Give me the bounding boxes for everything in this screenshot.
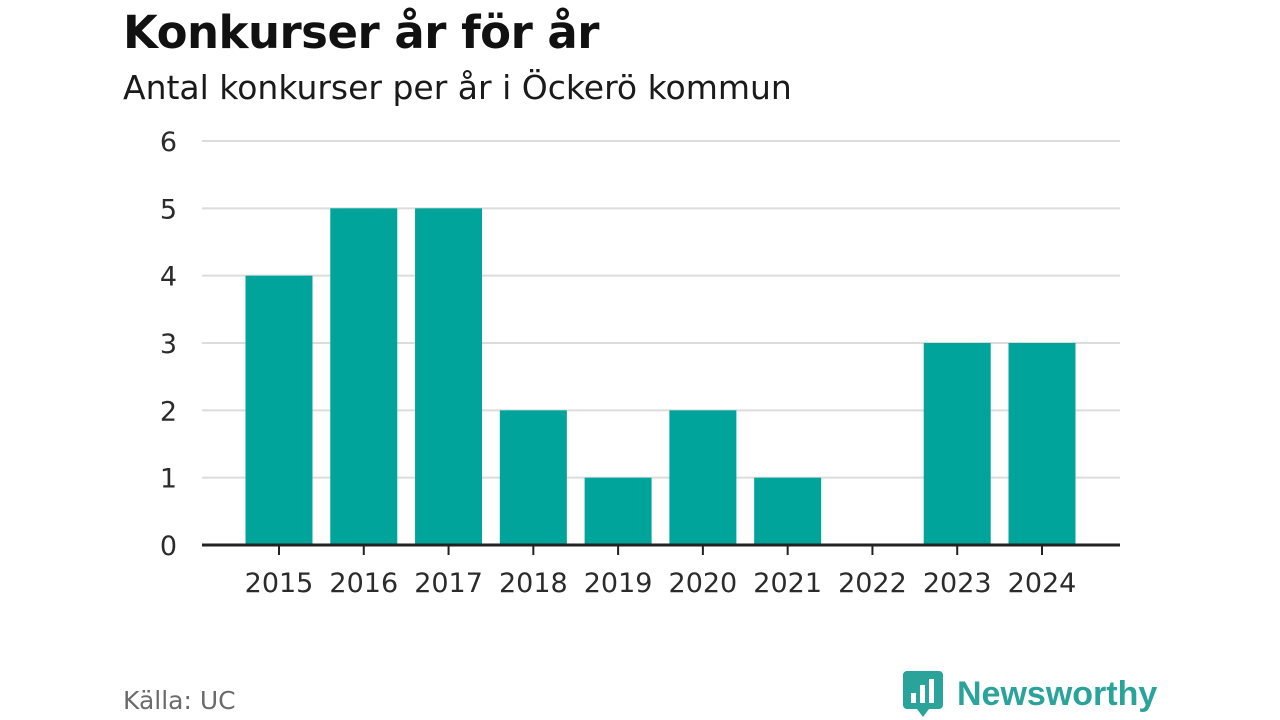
- y-tick-label: 4: [160, 262, 177, 293]
- bar: [499, 410, 567, 545]
- y-tick-label: 3: [160, 329, 177, 360]
- source-note: Källa: UC: [123, 686, 236, 715]
- x-tick-label: 2019: [584, 568, 653, 599]
- newsworthy-logo-icon: [903, 671, 943, 717]
- x-tick-label: 2022: [838, 568, 907, 599]
- bar: [923, 343, 991, 545]
- x-tick-label: 2023: [923, 568, 992, 599]
- x-tick-label: 2020: [669, 568, 738, 599]
- x-tick-label: 2015: [245, 568, 314, 599]
- y-tick-label: 6: [160, 127, 177, 158]
- bar: [584, 477, 652, 545]
- bar-chart: 0 1 2 3 4 5 6 2015 2016 2017 2018 2019 2020 2021 2022 2…: [160, 127, 1120, 599]
- brand-name: Newsworthy: [957, 674, 1158, 713]
- brand-logo: Newsworthy: [903, 671, 1157, 717]
- x-tick-label: 2017: [414, 568, 483, 599]
- chart-subtitle: Antal konkurser per år i Öckerö kommun: [123, 68, 792, 107]
- bar: [669, 410, 737, 545]
- chart-title: Konkurser år för år: [123, 6, 600, 59]
- bar: [754, 477, 822, 545]
- bar: [245, 275, 313, 545]
- x-tick-label: 2018: [499, 568, 568, 599]
- x-tick-label: 2024: [1008, 568, 1077, 599]
- y-tick-label: 1: [160, 464, 177, 495]
- x-tick-label: 2021: [753, 568, 822, 599]
- x-tick-label: 2016: [329, 568, 398, 599]
- bar: [415, 208, 483, 546]
- y-tick-label: 5: [160, 194, 177, 225]
- y-tick-label: 0: [160, 531, 177, 562]
- bar: [330, 208, 398, 546]
- y-tick-label: 2: [160, 396, 177, 427]
- bar: [1008, 343, 1076, 545]
